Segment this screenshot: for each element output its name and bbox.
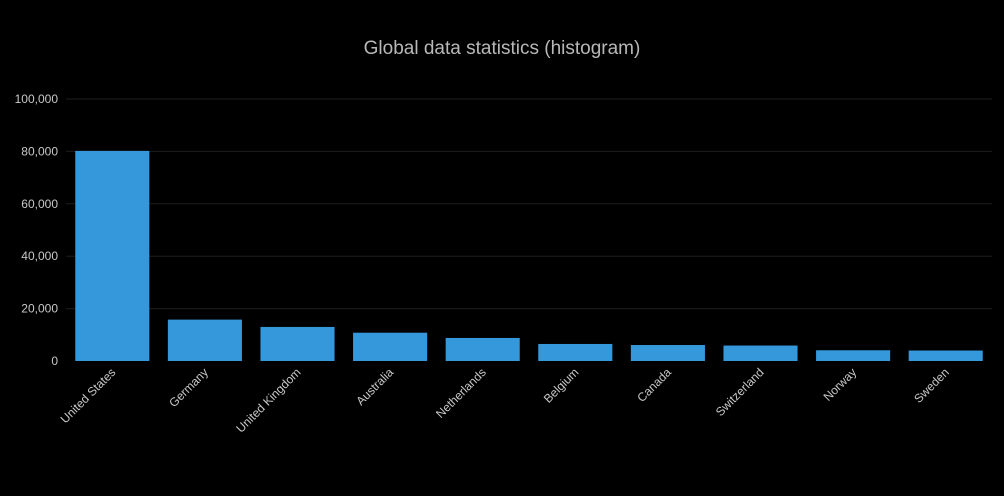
chart-title: Global data statistics (histogram)	[363, 38, 641, 59]
x-tick-label: Netherlands	[433, 365, 489, 421]
y-axis-ticks: 0 20,000 40,000 60,000 80,000 100,000	[15, 92, 59, 368]
bar[interactable]	[723, 345, 798, 361]
bar[interactable]	[630, 345, 705, 361]
y-tick-label: 40,000	[21, 249, 58, 263]
bar[interactable]	[908, 350, 983, 361]
bar[interactable]	[167, 319, 242, 361]
bar[interactable]	[260, 326, 335, 361]
x-tick-label: Belgium	[541, 365, 582, 406]
y-tick-label: 100,000	[15, 92, 59, 106]
bar[interactable]	[445, 337, 520, 361]
bar[interactable]	[538, 343, 613, 361]
grid-lines	[66, 98, 992, 310]
y-tick-label: 20,000	[21, 302, 58, 316]
x-axis-ticks: United States Germany United Kingdom Austra…	[58, 365, 952, 436]
x-tick-label: Norway	[821, 365, 860, 404]
y-tick-label: 60,000	[21, 197, 58, 211]
x-tick-label: Switzerland	[713, 365, 767, 419]
y-tick-label: 0	[51, 354, 58, 368]
bars	[75, 150, 983, 361]
x-tick-label: United States	[58, 365, 119, 426]
bar[interactable]	[353, 332, 428, 361]
x-tick-label: Sweden	[911, 365, 952, 406]
bar[interactable]	[75, 150, 150, 361]
y-tick-label: 80,000	[21, 144, 58, 158]
x-tick-label: Australia	[353, 365, 396, 408]
x-tick-label: United Kingdom	[233, 365, 303, 435]
bar[interactable]	[816, 350, 891, 361]
x-tick-label: Canada	[634, 365, 674, 405]
x-tick-label: Germany	[166, 365, 211, 410]
